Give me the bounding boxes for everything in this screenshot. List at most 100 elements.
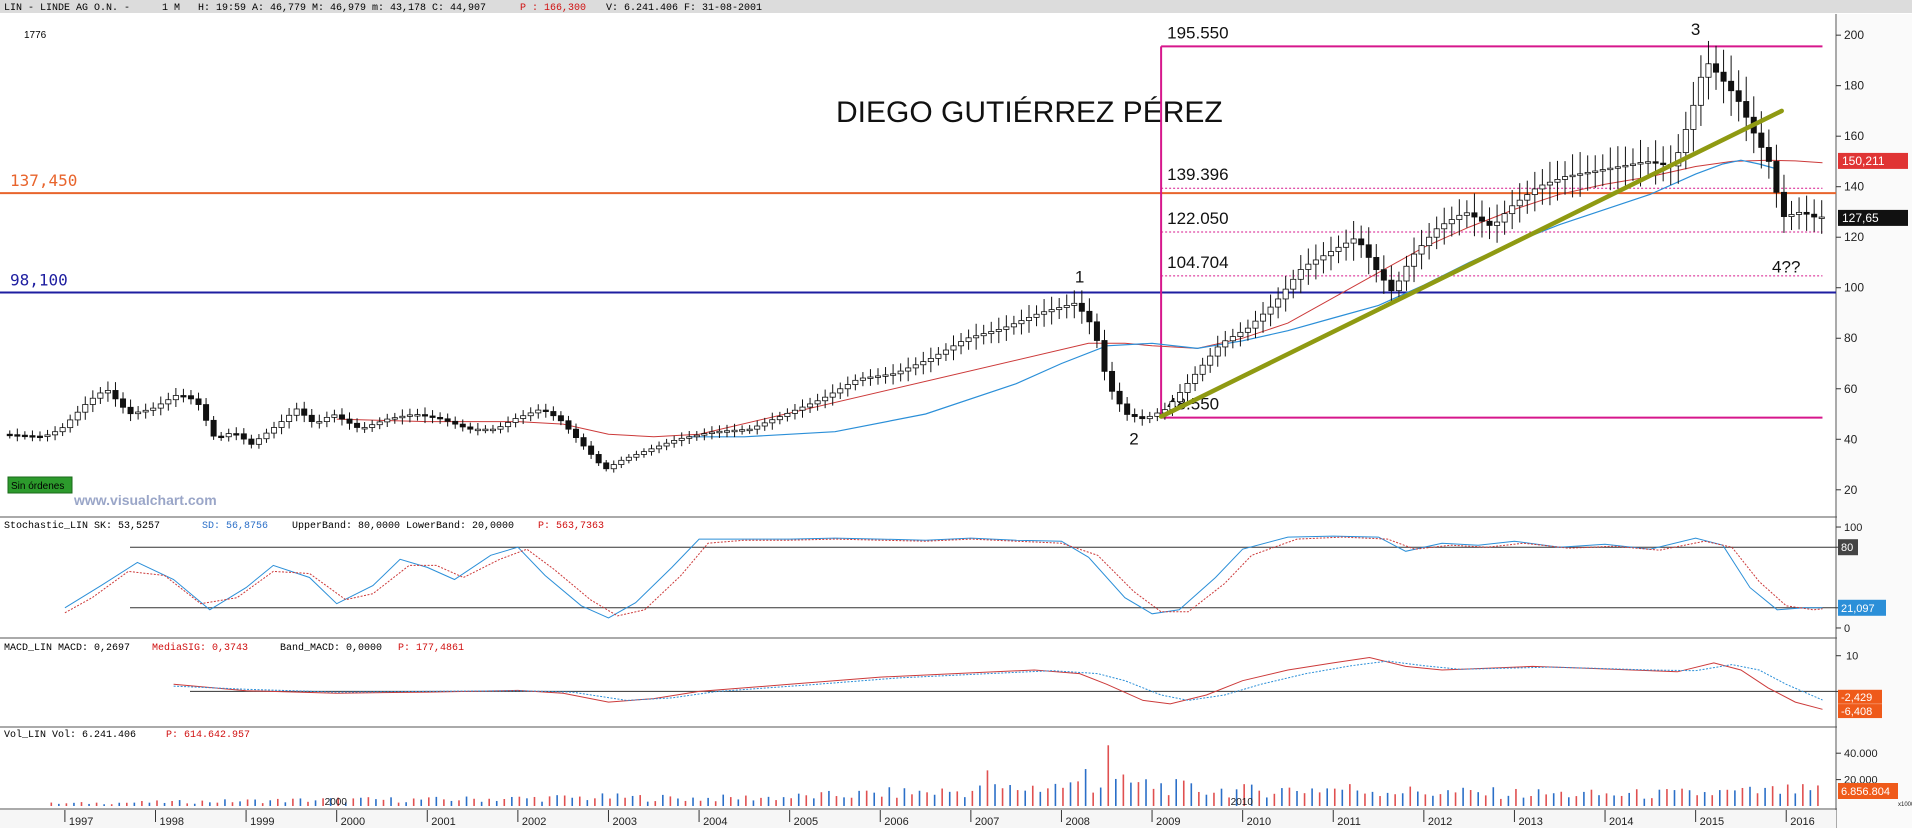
candle-body — [1660, 162, 1667, 166]
website-watermark: www.visualchart.com — [73, 492, 217, 508]
candle-body — [580, 437, 587, 447]
time-tick-label: 2006 — [884, 816, 908, 828]
candle-body — [233, 433, 240, 436]
candle-body — [573, 428, 580, 438]
candle-body — [656, 445, 663, 450]
candle-body — [890, 373, 897, 376]
stochastic-pane: Stochastic_LIN SK: 53,5257 SD: 56,8756 U… — [4, 520, 1886, 635]
candle-body — [535, 409, 542, 414]
orders-badge[interactable] — [7, 476, 73, 494]
candle-body — [286, 414, 293, 422]
candle-body — [429, 415, 436, 418]
candle-body — [520, 415, 527, 419]
time-tick-label: 2001 — [431, 816, 455, 828]
candle-body — [1101, 340, 1108, 372]
candle-body — [452, 420, 459, 425]
candle-body — [1803, 211, 1810, 215]
candle-body — [414, 414, 421, 417]
candle-body — [897, 370, 904, 375]
candle-body — [663, 442, 670, 447]
candle-body — [1713, 63, 1720, 73]
candle-body — [157, 403, 164, 409]
candle-body — [1554, 179, 1561, 183]
candle-body — [1048, 309, 1055, 313]
candle-body — [1327, 251, 1334, 257]
candle-body — [550, 411, 557, 417]
candle-body — [1222, 340, 1229, 348]
candle-body — [769, 419, 776, 424]
candle-body — [686, 436, 693, 439]
time-tick-label: 2013 — [1518, 816, 1542, 828]
candle-body — [384, 418, 391, 423]
price-tick-label: 160 — [1844, 129, 1864, 143]
candle-body — [1312, 259, 1319, 265]
candle-body — [693, 434, 700, 438]
price-tag-box — [1838, 209, 1908, 226]
macd-value-tag-box — [1838, 704, 1882, 719]
macd-header-p: P: 177,4861 — [398, 643, 464, 654]
candle-body — [1411, 253, 1418, 267]
stoch-band-tag-label: 80 — [1841, 542, 1853, 554]
candle-body — [867, 376, 874, 379]
candle-body — [1758, 132, 1765, 148]
vol-value-tag-label: 6.856.804 — [1841, 786, 1890, 798]
decade-mark-label: 2010 — [1231, 797, 1254, 808]
time-tick-label: 2000 — [341, 816, 365, 828]
candle-body — [784, 412, 791, 417]
candle-body — [1025, 317, 1032, 321]
candle-body — [150, 407, 157, 411]
candle-body — [980, 333, 987, 337]
candle-body — [127, 406, 134, 415]
price-tag-label: 127,65 — [1842, 211, 1879, 225]
macd-value-tag-box — [1838, 689, 1882, 704]
candle-body — [1743, 101, 1750, 118]
macd-tick-label: 10 — [1846, 651, 1858, 663]
candle-body — [1260, 313, 1267, 322]
vol-header-p: P: 614.642.957 — [166, 730, 250, 741]
candle-body — [29, 435, 36, 438]
candle-body — [1456, 214, 1463, 220]
candle-body — [1071, 302, 1078, 306]
time-axis-background — [0, 810, 1836, 828]
candle-body — [248, 438, 255, 445]
time-tick-label: 2010 — [1247, 816, 1271, 828]
candle-body — [172, 395, 179, 401]
candle-body — [1478, 216, 1485, 222]
candle-body — [1365, 244, 1372, 258]
candle-body — [308, 414, 315, 422]
candle-body — [761, 422, 768, 427]
candle-body — [1614, 166, 1621, 169]
candle-body — [104, 390, 111, 394]
candle-body — [361, 427, 368, 430]
candle-body — [1282, 288, 1289, 300]
title-bar — [0, 0, 1912, 13]
candle-body — [1093, 321, 1100, 341]
candle-body — [467, 426, 474, 430]
title-timeframe: 1 M — [162, 3, 180, 14]
candle-body — [1622, 164, 1629, 168]
candle-body — [67, 419, 74, 429]
candle-body — [1033, 313, 1040, 318]
candle-body — [588, 445, 595, 455]
candle-body — [36, 435, 43, 438]
candle-body — [354, 422, 361, 428]
candle-body — [905, 367, 912, 372]
horizontal-level-label: 98,100 — [10, 271, 68, 290]
candle-body — [6, 433, 13, 437]
candle-body — [882, 374, 889, 377]
candle-body — [225, 433, 232, 438]
candle-body — [135, 411, 142, 415]
price-tag-label: 150,211 — [1842, 154, 1885, 168]
stoch-sd-line — [64, 536, 1823, 617]
candle-body — [74, 411, 81, 421]
candle-body — [1501, 213, 1508, 223]
candle-body — [278, 421, 285, 428]
candle-body — [1818, 216, 1825, 219]
candle-body — [391, 417, 398, 420]
price-tick-label: 140 — [1844, 180, 1864, 194]
stoch-band-tag-box — [1838, 539, 1858, 556]
candle-body — [399, 415, 406, 419]
candle-body — [255, 438, 262, 445]
candle-body — [1629, 163, 1636, 166]
candle-body — [791, 409, 798, 414]
